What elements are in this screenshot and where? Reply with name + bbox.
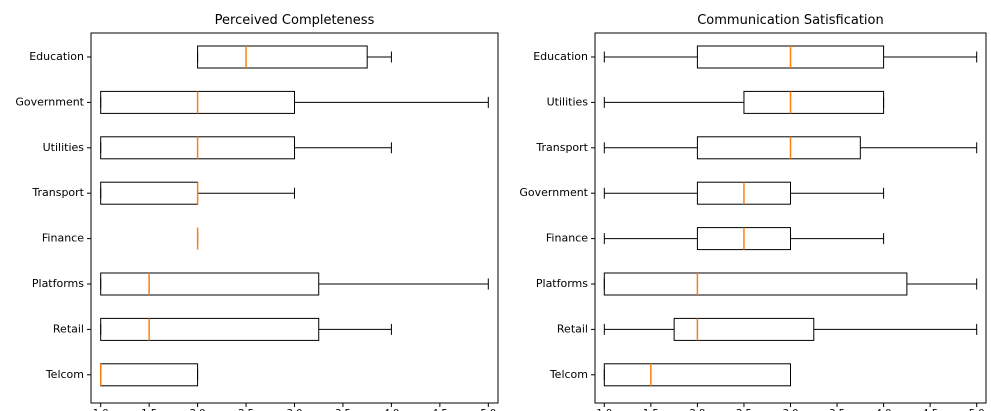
x-tick-label: 1.5 [141,408,157,411]
x-tick-label: 5.0 [969,408,985,411]
iqr-box [100,272,320,296]
x-tick-label: 2.5 [736,408,752,411]
iqr-box [603,272,908,296]
iqr-box [100,317,320,341]
y-tick-label: Telcom [45,368,84,381]
x-tick-label: 3.5 [829,408,845,411]
box-platforms [603,272,978,296]
box-telcom [603,363,791,387]
y-tick-label: Telcom [549,368,588,381]
box-platforms [100,272,489,296]
box-retail [603,317,978,341]
chart-panel-communication-satisfication: Communication Satisfication Education Uti… [519,13,987,411]
chart-title: Communication Satisfication [697,13,884,28]
box-education [603,45,978,69]
iqr-box [673,317,815,341]
x-tick-label: 4.0 [383,408,399,411]
y-tick-label: Government [15,95,84,108]
x-tick-label: 3.5 [335,408,351,411]
iqr-box [696,136,861,160]
y-tick-label: Government [519,186,588,199]
y-tick-label: Platforms [32,277,84,290]
box-transport [603,136,978,160]
x-tick-label: 1.5 [643,408,659,411]
box-retail [100,317,392,341]
chart-panel-perceived-completeness: Perceived Completeness Education Governme… [15,13,499,411]
iqr-box [100,181,199,205]
chart-title: Perceived Completeness [215,13,375,28]
x-tick-label: 1.0 [596,408,612,411]
y-tick-label: Transport [31,186,84,199]
x-tick-label: 3.0 [783,408,799,411]
axes-frame [594,32,987,404]
box-government [603,181,885,205]
x-tick-label: 3.0 [287,408,303,411]
y-tick-label: Retail [557,322,588,335]
y-tick-label: Retail [53,322,84,335]
x-tick-label: 4.0 [876,408,892,411]
axes-frame [90,32,499,404]
iqr-box [100,363,199,387]
x-tick-label: 4.5 [432,408,448,411]
x-tick-label: 5.0 [480,408,496,411]
x-tick-label: 4.5 [922,408,938,411]
iqr-box [743,90,885,114]
y-tick-label: Platforms [536,277,588,290]
box-finance [603,227,885,251]
y-tick-label: Finance [42,232,84,245]
box-telcom [99,363,199,387]
y-tick-label: Utilities [43,141,85,154]
box-education [197,45,392,69]
box-government [100,90,489,114]
box-utilities [603,90,885,114]
box-utilities [100,136,392,160]
x-tick-label: 2.5 [238,408,254,411]
y-tick-label: Finance [546,232,588,245]
y-tick-label: Education [533,50,588,63]
iqr-box [197,45,368,69]
x-tick-label: 2.0 [190,408,206,411]
x-tick-label: 2.0 [689,408,705,411]
box-transport [100,181,295,205]
y-tick-label: Transport [535,141,588,154]
y-tick-label: Education [29,50,84,63]
iqr-box [603,363,791,387]
x-tick-label: 1.0 [93,408,109,411]
y-tick-label: Utilities [547,95,589,108]
